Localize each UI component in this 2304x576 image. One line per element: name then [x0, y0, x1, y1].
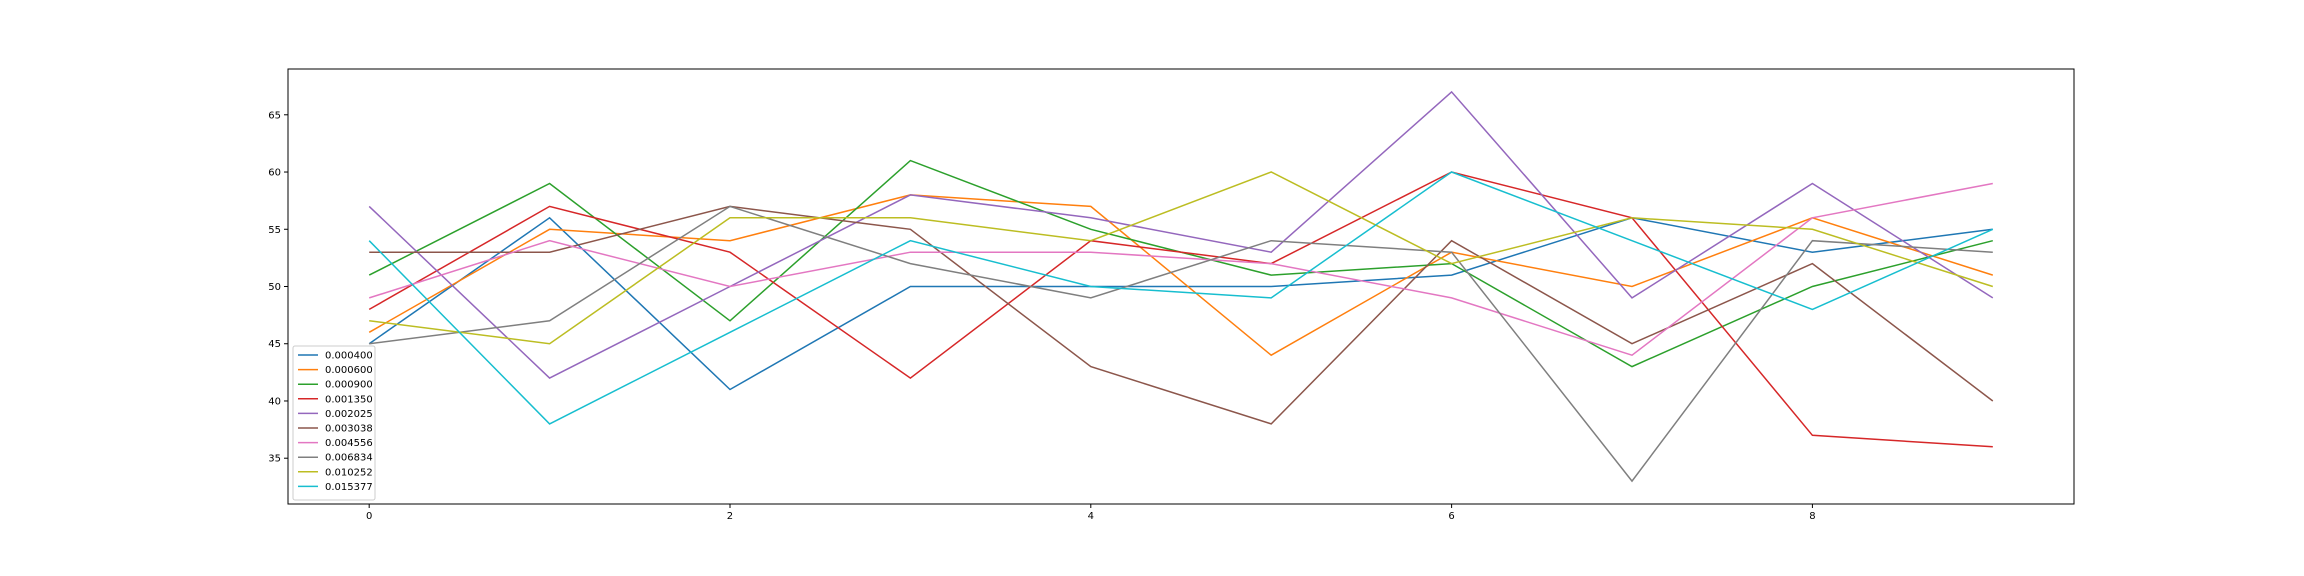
series-line-0.001350	[368, 171, 1993, 448]
y-tick-label: 65	[268, 110, 281, 121]
series-line-0.003038	[369, 205, 1994, 425]
y-tick-label: 55	[268, 225, 281, 236]
series-line-0.002025	[368, 90, 1994, 380]
legend-label: 0.002025	[325, 409, 373, 420]
series-line-0.015377	[368, 171, 1994, 425]
legend-label: 0.000400	[325, 351, 373, 362]
y-tick-label: 35	[268, 454, 281, 465]
x-tick-label: 8	[1809, 511, 1815, 522]
series-line-0.000600	[368, 194, 1994, 357]
legend-label: 0.010252	[325, 467, 373, 478]
x-tick-label: 6	[1448, 511, 1454, 522]
x-tick-label: 4	[1088, 511, 1094, 522]
x-tick-label: 0	[366, 511, 372, 522]
y-tick-label: 40	[268, 396, 281, 407]
series-line-0.000400	[368, 216, 1993, 391]
legend-label: 0.006834	[325, 453, 373, 464]
series-line-0.000900	[368, 159, 1993, 368]
legend-label: 0.000600	[325, 365, 373, 376]
y-tick-label: 60	[268, 168, 281, 179]
series-lines	[368, 90, 1994, 483]
y-tick-label: 50	[268, 282, 281, 293]
series-line-0.010252	[369, 171, 1994, 345]
legend-label: 0.001350	[325, 394, 373, 405]
series-line-0.006834	[369, 205, 1993, 483]
x-axis: 0 2 4 6 8	[366, 504, 1816, 522]
legend: 0.000400 0.000600 0.000900 0.001350 0.002025…	[292, 345, 376, 501]
legend-label: 0.015377	[325, 482, 373, 493]
legend-label: 0.004556	[325, 438, 373, 449]
y-tick-label: 45	[268, 339, 281, 350]
legend-label: 0.003038	[325, 424, 373, 435]
x-tick-label: 2	[727, 511, 733, 522]
y-axis: 35 40 45 50 55 60 65	[268, 110, 288, 465]
legend-label: 0.000900	[325, 380, 373, 391]
